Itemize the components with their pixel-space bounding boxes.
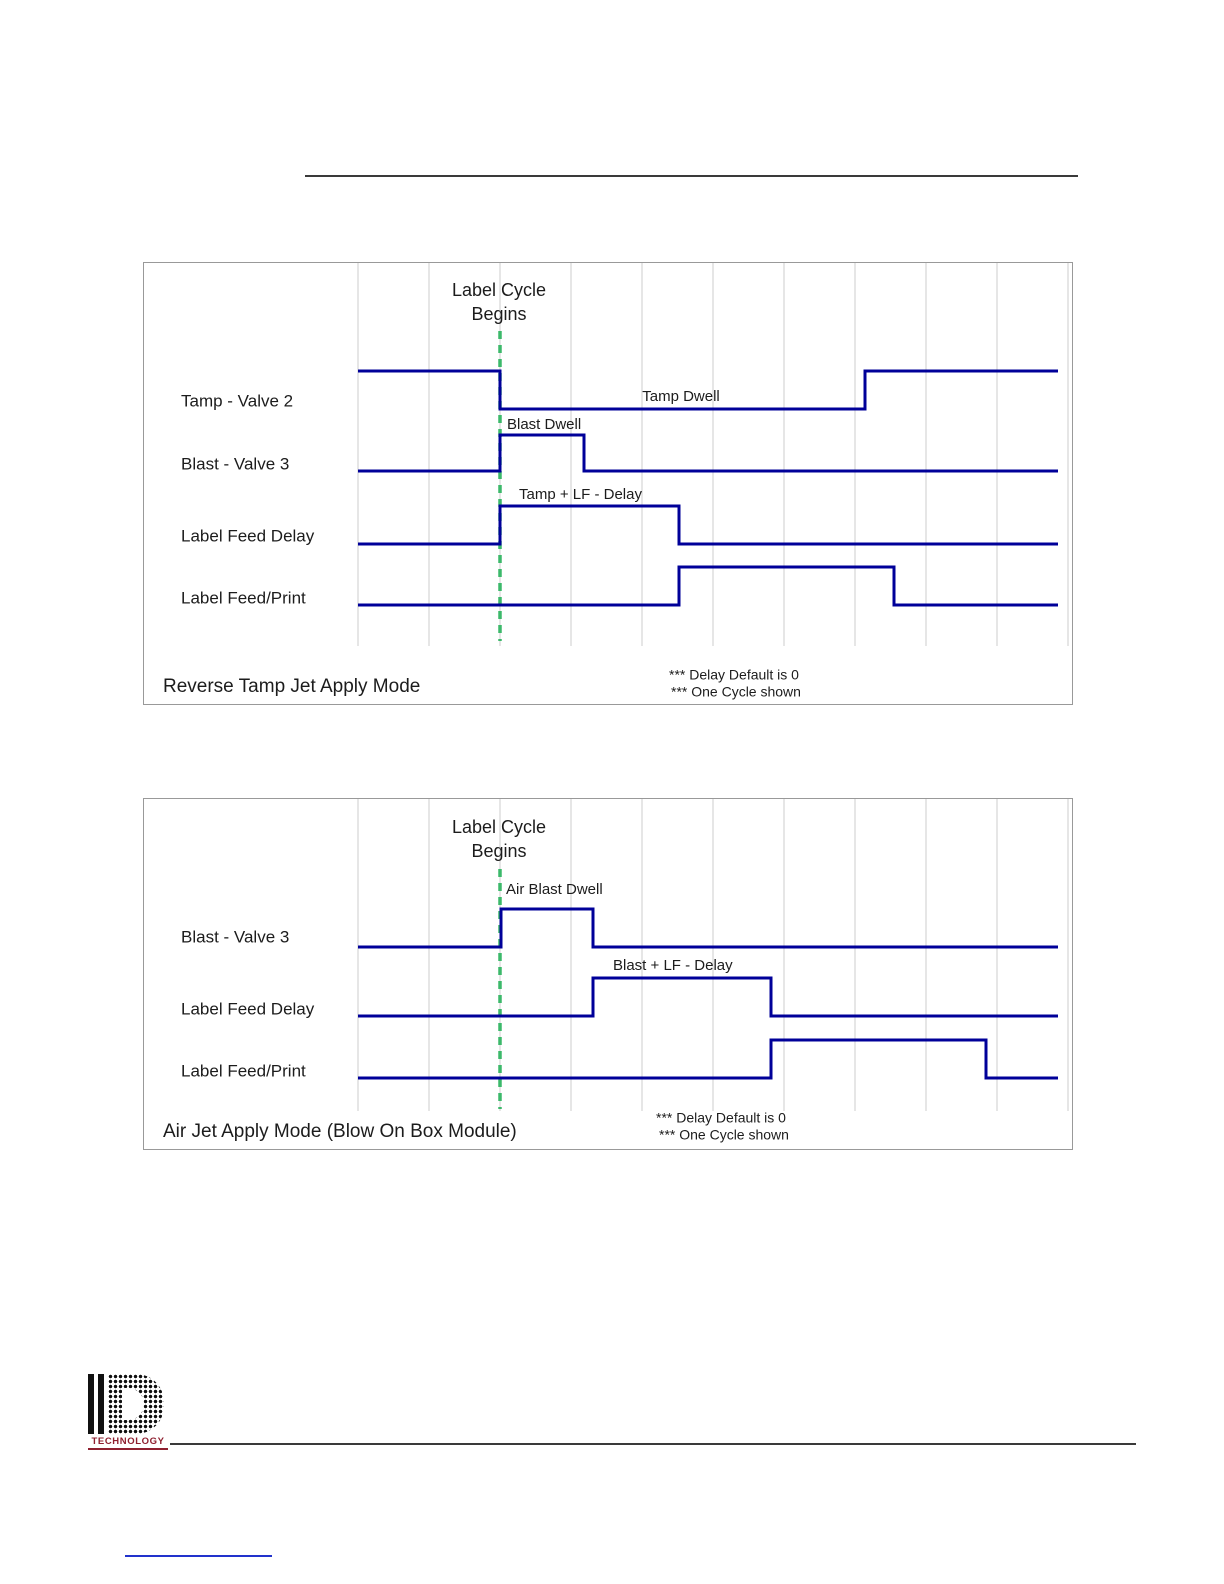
signal-label-blast-valve-3: Blast - Valve 3 <box>181 927 289 946</box>
signal-trace-label-feed-delay <box>358 976 1058 1018</box>
annotation-blast-lf-delay: Blast + LF - Delay <box>613 957 733 974</box>
logo-technology-label: TECHNOLOGY <box>88 1436 168 1450</box>
note: *** One Cycle shown <box>671 684 801 700</box>
diagram-title-line: Label Cycle <box>452 280 546 300</box>
note: *** Delay Default is 0 <box>669 667 799 683</box>
diagram-title-line: Label Cycle <box>452 817 546 837</box>
mode-label: Air Jet Apply Mode (Blow On Box Module) <box>163 1121 517 1142</box>
note: *** Delay Default is 0 <box>656 1110 786 1126</box>
signal-label-label-feed-delay: Label Feed Delay <box>181 526 315 545</box>
footer-link-underline[interactable] <box>125 1555 272 1557</box>
signal-trace-blast-valve-3 <box>358 907 1058 949</box>
logo-d-mark-icon <box>108 1374 164 1434</box>
diagram-title-line: Begins <box>471 841 526 861</box>
diagram-canvas-air-jet: Label Cycle Begins Blast - Valve 3 Label Fe… <box>163 799 1069 1143</box>
annotation-tamp-dwell: Tamp Dwell <box>642 388 720 405</box>
timing-diagram-reverse-tamp-jet: Label Cycle Begins Tamp - Valve 2 Blast - V… <box>143 262 1073 705</box>
logo-bar-icon <box>88 1374 94 1434</box>
note: *** One Cycle shown <box>659 1127 789 1143</box>
diagram-title-line: Begins <box>471 304 526 324</box>
logo-bar-icon <box>98 1374 104 1434</box>
signal-label-blast-valve-3: Blast - Valve 3 <box>181 454 289 473</box>
footer-rule <box>170 1443 1136 1445</box>
annotation-tamp-lf-delay: Tamp + LF - Delay <box>519 486 642 503</box>
signal-trace-blast-valve-3 <box>358 433 1058 473</box>
header-rule <box>305 175 1078 177</box>
mode-label: Reverse Tamp Jet Apply Mode <box>163 676 420 697</box>
signal-label-label-feed-delay: Label Feed Delay <box>181 999 315 1018</box>
signal-trace-tamp-valve-2 <box>358 369 1058 411</box>
signal-label-label-feed-print: Label Feed/Print <box>181 588 306 607</box>
id-technology-logo: TECHNOLOGY <box>88 1374 168 1452</box>
annotation-air-blast-dwell: Air Blast Dwell <box>506 881 603 898</box>
signal-trace-label-feed-print <box>358 565 1058 607</box>
timing-diagram-air-jet: Label Cycle Begins Blast - Valve 3 Label Fe… <box>143 798 1073 1150</box>
diagram-canvas-reverse-tamp-jet: Label Cycle Begins Tamp - Valve 2 Blast - V… <box>163 263 1069 700</box>
signal-trace-label-feed-print <box>358 1038 1058 1080</box>
signal-trace-label-feed-delay <box>358 504 1058 546</box>
signal-label-tamp-valve-2: Tamp - Valve 2 <box>181 391 293 410</box>
annotation-blast-dwell: Blast Dwell <box>507 416 581 433</box>
signal-label-label-feed-print: Label Feed/Print <box>181 1061 306 1080</box>
